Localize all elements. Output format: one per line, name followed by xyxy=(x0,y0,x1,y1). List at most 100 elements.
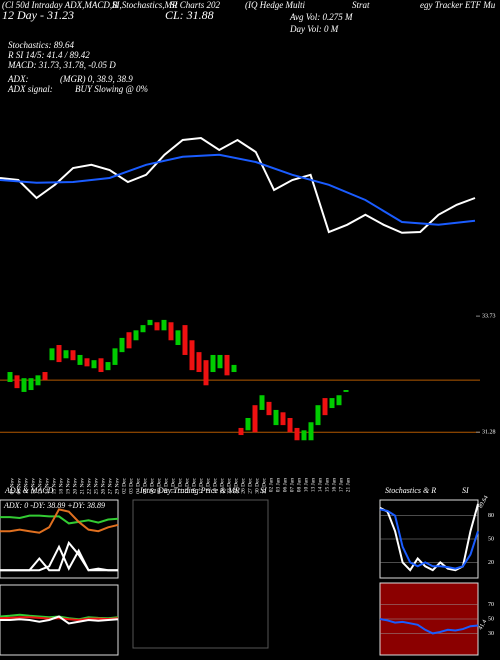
intraday-frame xyxy=(132,499,269,649)
annotation: 41.4 xyxy=(478,619,488,631)
header-text: egy Tracker ETF Mu xyxy=(420,0,496,10)
x-tick-label: 18 Dec xyxy=(205,477,211,493)
x-tick-label: 08 Nov xyxy=(16,478,22,495)
panel-frame xyxy=(0,499,119,579)
candle xyxy=(84,358,90,367)
candle xyxy=(210,354,216,373)
candle xyxy=(168,322,174,341)
header-text: (IQ Hedge Multi xyxy=(245,0,305,10)
candle xyxy=(301,430,307,441)
candle xyxy=(14,375,20,389)
x-tick-label: 03 Jan xyxy=(275,478,281,492)
x-tick-label: 26 Nov xyxy=(100,478,106,495)
header-text: CL: 31.88 xyxy=(165,8,214,22)
candle xyxy=(182,325,188,355)
x-tick-label: 09 Dec xyxy=(156,477,162,493)
candle xyxy=(189,340,195,371)
panel-title: Stochastics & R xyxy=(385,486,436,495)
x-tick-label: 10 Dec xyxy=(163,477,169,493)
candle xyxy=(77,354,83,365)
y-tick-label: 80 xyxy=(488,513,494,519)
y-tick-label: 50 xyxy=(488,616,494,622)
x-tick-label: 15 Jan xyxy=(324,478,330,492)
candle xyxy=(343,390,349,392)
candle xyxy=(203,360,209,386)
y-tick-label: 70 xyxy=(488,602,494,608)
x-tick-label: 21 Jan xyxy=(345,478,351,492)
x-tick-label: 29 Nov xyxy=(114,478,120,495)
series-line xyxy=(379,508,479,570)
y-tick-label: 50 xyxy=(488,536,494,542)
x-tick-label: 13 Dec xyxy=(184,477,190,493)
candle xyxy=(252,405,258,433)
x-tick-label: 17 Dec xyxy=(198,477,204,493)
panel-legend: ADX: 0 -DY: 38.89 +DY: 38.89 xyxy=(3,501,105,510)
header-text: (MGR) 0, 38.9, 38.9 xyxy=(60,74,133,84)
x-tick-label: 08 Jan xyxy=(296,478,302,492)
panel-title: Intra Day Trading Price & MR xyxy=(139,486,240,495)
header-text: SI,Stochastics,MR xyxy=(112,0,178,10)
candle xyxy=(175,330,181,346)
x-tick-label: 06 Dec xyxy=(149,477,155,493)
x-tick-label: 12 Nov xyxy=(30,478,36,495)
candle xyxy=(105,362,111,371)
header-text: SI Charts 202 xyxy=(170,0,221,10)
header-text: Day Vol: 0 M xyxy=(289,24,339,34)
x-tick-label: 19 Nov xyxy=(65,478,71,495)
series-line xyxy=(0,544,118,572)
x-tick-label: 11 Nov xyxy=(23,478,29,494)
x-tick-label: 25 Nov xyxy=(93,478,99,495)
x-tick-label: 07 Nov xyxy=(9,478,15,495)
x-tick-label: 17 Jan xyxy=(338,478,344,492)
candle xyxy=(287,417,293,433)
x-tick-label: 16 Jan xyxy=(331,478,337,492)
annotation: 89.64 xyxy=(478,495,490,510)
panel-title: ADX & MACD xyxy=(4,486,54,495)
series-line xyxy=(0,616,119,622)
y-tick-label: 33.73 xyxy=(482,313,496,319)
candle xyxy=(35,375,41,386)
candle xyxy=(91,360,97,369)
y-tick-label: 20 xyxy=(488,560,494,566)
series-line xyxy=(0,514,119,525)
candle xyxy=(147,319,153,326)
candle xyxy=(196,352,202,373)
y-tick-label: 30 xyxy=(488,631,494,637)
x-tick-label: 27 Nov xyxy=(107,478,113,495)
candle xyxy=(112,348,118,365)
x-tick-label: 13 Jan xyxy=(310,478,316,492)
x-tick-label: 02 Jan xyxy=(268,478,274,492)
x-tick-label: 21 Nov xyxy=(79,478,85,495)
header-text: BUY Slowing @ 0% xyxy=(75,84,148,94)
header-text: Avg Vol: 0.275 M xyxy=(289,12,353,22)
header-text: ADX: xyxy=(7,74,29,84)
x-tick-label: 27 Dec xyxy=(247,477,253,493)
series-line xyxy=(0,136,476,234)
candle xyxy=(294,427,300,441)
candle xyxy=(21,378,27,392)
series-line xyxy=(0,153,476,226)
candle xyxy=(7,372,13,382)
x-tick-label: 03 Dec xyxy=(128,477,134,493)
candle xyxy=(315,405,321,426)
candle xyxy=(42,372,48,381)
header-text: 12 Day - 31.23 xyxy=(2,8,74,22)
x-tick-label: 14 Jan xyxy=(317,478,323,492)
candle xyxy=(98,358,104,373)
x-tick-label: 19 Dec xyxy=(212,477,218,493)
x-tick-label: 04 Dec xyxy=(135,477,141,493)
candle xyxy=(231,364,237,373)
panel-title: SI xyxy=(462,486,469,495)
series-line xyxy=(379,618,479,635)
x-tick-label: 11 Dec xyxy=(170,477,176,493)
candle xyxy=(49,348,55,361)
x-tick-label: 07 Jan xyxy=(289,478,295,492)
candle xyxy=(238,427,244,436)
x-tick-label: 13 Nov xyxy=(37,478,43,495)
candle xyxy=(273,409,279,426)
header-text: Stochastics: 89.64 xyxy=(8,40,74,50)
x-tick-label: 05 Dec xyxy=(142,477,148,493)
x-tick-label: 16 Dec xyxy=(191,477,197,493)
x-tick-label: 15 Nov xyxy=(51,478,57,495)
candle xyxy=(336,395,342,406)
